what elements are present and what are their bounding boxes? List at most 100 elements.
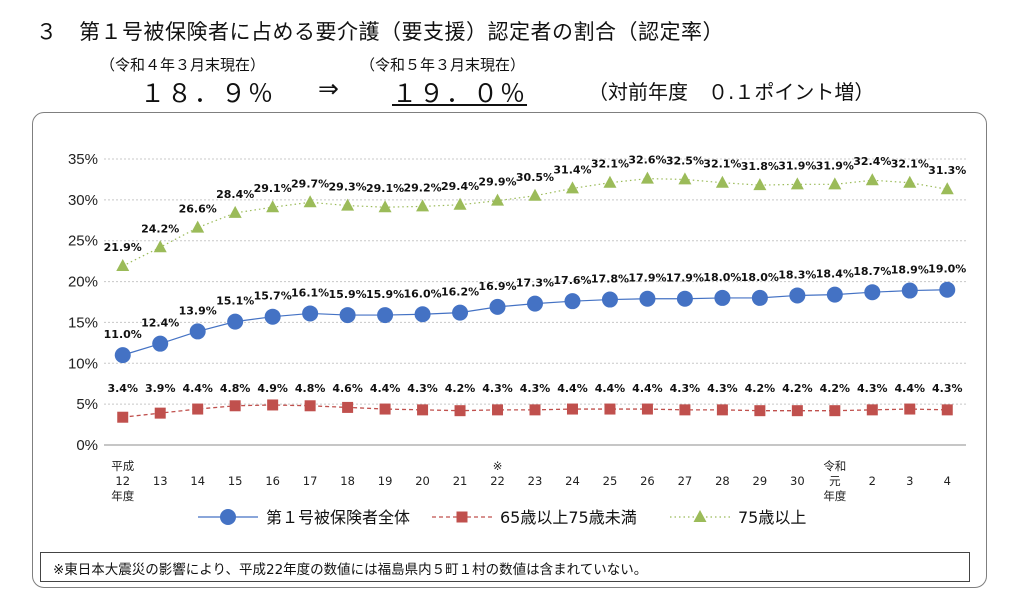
data-point-triangle (528, 188, 542, 201)
data-point-square (117, 411, 129, 423)
x-tick-label-line: 28 (715, 474, 730, 488)
data-point-triangle (715, 175, 729, 188)
data-point-circle (189, 323, 206, 340)
data-label: 17.9% (628, 272, 666, 285)
data-point-triangle (753, 178, 767, 191)
data-label: 21.9% (104, 241, 142, 254)
data-point-triangle (828, 177, 842, 190)
x-tick-label-line: 20 (415, 474, 430, 488)
data-label: 29.1% (366, 182, 404, 195)
series-line-triangle (122, 178, 948, 267)
data-point-square (866, 404, 878, 416)
y-tick-label: 5% (76, 396, 98, 413)
y-tick-label: 20% (68, 274, 98, 291)
data-label: 4.3% (407, 382, 438, 395)
data-point-circle (489, 298, 506, 315)
data-label: 4.2% (820, 382, 851, 395)
data-point-circle (264, 308, 281, 325)
footnote: ※東日本大震災の影響により、平成22年度の数値には福島県内５町１村の数値は含まれ… (40, 552, 970, 582)
data-label: 30.5% (516, 171, 554, 184)
data-label: 29.4% (441, 180, 479, 193)
data-point-square (679, 404, 691, 416)
data-label: 32.5% (666, 154, 704, 167)
x-tick-label: 16 (265, 474, 280, 488)
data-point-triangle (790, 177, 804, 190)
x-tick-label: 13 (153, 474, 168, 488)
data-label: 15.7% (254, 290, 292, 303)
data-label: 26.6% (179, 203, 217, 216)
data-point-square (192, 403, 204, 415)
x-tick-label: 20 (415, 474, 430, 488)
data-point-circle (377, 307, 394, 324)
data-point-circle (152, 335, 169, 352)
data-point-square (829, 405, 841, 417)
data-point-triangle (491, 193, 505, 206)
data-point-triangle (228, 205, 242, 218)
x-tick-label-line: 24 (565, 474, 580, 488)
data-label: 17.8% (591, 273, 629, 286)
x-tick-label-line: 3 (906, 474, 913, 488)
data-label: 18.7% (853, 265, 891, 278)
data-label: 4.4% (370, 382, 401, 395)
data-point-square (716, 404, 728, 416)
data-label: 29.1% (254, 182, 292, 195)
previous-date-label: （令和４年３月末現在） (100, 56, 266, 74)
data-point-circle (452, 304, 469, 321)
data-label: 17.9% (666, 272, 704, 285)
y-tick-label: 0% (76, 437, 98, 454)
data-label: 29.3% (329, 181, 367, 194)
data-label: 18.4% (816, 268, 854, 281)
data-point-square (342, 401, 354, 413)
legend-label: 75歳以上 (738, 508, 806, 527)
data-label: 4.6% (332, 382, 363, 395)
data-label: 4.2% (782, 382, 813, 395)
data-point-circle (114, 347, 131, 364)
data-label: 19.0% (928, 263, 966, 276)
data-point-square (154, 407, 166, 419)
x-tick-label: 26 (640, 474, 655, 488)
data-label: 32.1% (891, 158, 929, 171)
data-point-square (379, 403, 391, 415)
data-label: 24.2% (141, 222, 179, 235)
data-label: 32.4% (853, 155, 891, 168)
data-point-square (641, 403, 653, 415)
x-tick-label: 23 (528, 474, 543, 488)
data-point-triangle (303, 195, 317, 208)
legend-marker-triangle (693, 510, 707, 522)
x-tick-label: 平成 12 年度 (111, 459, 134, 503)
x-tick-label-line: 30 (790, 474, 805, 488)
data-point-square (604, 403, 616, 415)
data-point-circle (527, 295, 543, 312)
x-tick-label: 25 (603, 474, 618, 488)
rate-change-label: （対前年度 ０.１ポイント増） (588, 80, 875, 104)
current-date-label: （令和５年３月末現在） (360, 56, 526, 74)
data-point-triangle (416, 199, 430, 212)
x-tick-label-line: 年度 (111, 489, 134, 503)
data-label: 18.3% (778, 268, 816, 281)
x-tick-label: 28 (715, 474, 730, 488)
x-tick-label: 4 (944, 474, 951, 488)
legend-marker-square (456, 511, 468, 523)
data-point-triangle (153, 240, 167, 253)
data-label: 4.3% (707, 382, 738, 395)
x-tick-label: 2 (869, 474, 876, 488)
page-title: ３ 第１号被保険者に占める要介護（要支援）認定者の割合（認定率） (36, 20, 724, 44)
data-point-triangle (640, 171, 654, 184)
data-point-square (529, 404, 541, 416)
data-point-circle (939, 281, 956, 298)
x-tick-label-line: 平成 (111, 459, 134, 473)
data-label: 32.1% (591, 158, 629, 171)
data-point-circle (601, 291, 618, 308)
data-point-circle (676, 290, 693, 307)
data-label: 4.9% (257, 382, 288, 395)
x-tick-label: 21 (453, 474, 468, 488)
x-tick-label: 24 (565, 474, 580, 488)
data-point-square (304, 400, 316, 412)
data-point-square (904, 403, 916, 415)
x-tick-label-line: 26 (640, 474, 655, 488)
data-label: 4.4% (595, 382, 626, 395)
data-point-triangle (341, 198, 355, 211)
data-label: 4.4% (895, 382, 926, 395)
x-tick-label: 30 (790, 474, 805, 488)
data-label: 4.8% (295, 382, 326, 395)
